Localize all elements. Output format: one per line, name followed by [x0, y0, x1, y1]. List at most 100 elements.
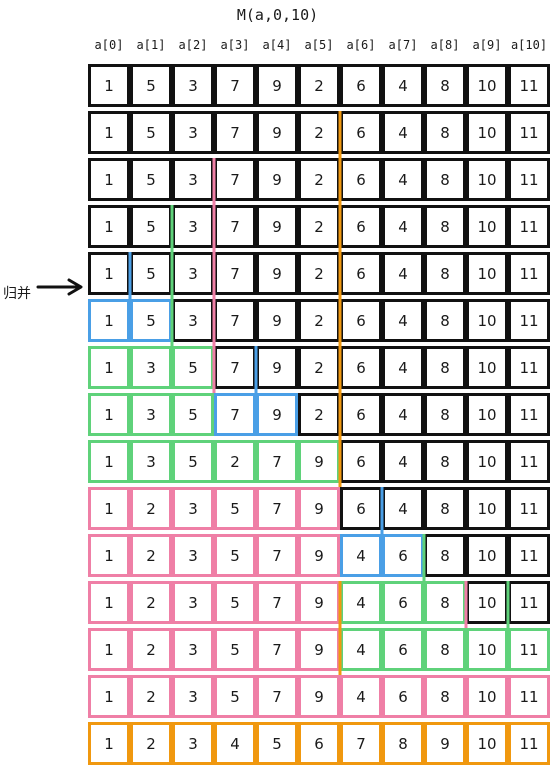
- array-cell: 7: [256, 675, 298, 718]
- array-cell: 10: [466, 534, 508, 577]
- array-cell: 8: [424, 158, 466, 201]
- array-cell: 1: [88, 64, 130, 107]
- array-cell: 11: [508, 675, 550, 718]
- array-cell: 7: [256, 581, 298, 624]
- array-cell: 2: [214, 440, 256, 483]
- array-cell: 8: [424, 346, 466, 389]
- array-cell: 8: [424, 487, 466, 530]
- array-cell: 4: [382, 64, 424, 107]
- array-cell: 1: [88, 205, 130, 248]
- array-cell: 5: [214, 581, 256, 624]
- array-cell: 6: [382, 675, 424, 718]
- right-arrow-icon: [36, 278, 83, 296]
- column-header: a[2]: [178, 38, 208, 52]
- array-cell: 9: [256, 205, 298, 248]
- column-header: a[4]: [262, 38, 292, 52]
- array-cell: 10: [466, 299, 508, 342]
- array-cell: 2: [130, 534, 172, 577]
- array-cell: 5: [214, 628, 256, 671]
- array-cell: 11: [508, 581, 550, 624]
- array-cell: 9: [424, 722, 466, 765]
- array-cell: 7: [256, 487, 298, 530]
- array-cell: 5: [130, 111, 172, 154]
- array-cell: 5: [130, 64, 172, 107]
- array-cell: 10: [466, 628, 508, 671]
- array-cell: 3: [172, 205, 214, 248]
- array-cell: 1: [88, 299, 130, 342]
- array-cell: 10: [466, 346, 508, 389]
- array-cell: 5: [172, 393, 214, 436]
- column-header: a[6]: [346, 38, 376, 52]
- array-cell: 1: [88, 487, 130, 530]
- array-cell: 10: [466, 158, 508, 201]
- array-cell: 4: [382, 205, 424, 248]
- array-cell: 8: [424, 111, 466, 154]
- array-cell: 11: [508, 722, 550, 765]
- array-cell: 6: [382, 581, 424, 624]
- array-cell: 2: [130, 722, 172, 765]
- array-cell: 8: [424, 252, 466, 295]
- array-cell: 7: [256, 534, 298, 577]
- column-header: a[8]: [430, 38, 460, 52]
- array-cell: 3: [172, 581, 214, 624]
- array-cell: 9: [256, 346, 298, 389]
- array-cell: 10: [466, 393, 508, 436]
- array-cell: 5: [214, 675, 256, 718]
- array-cell: 4: [340, 628, 382, 671]
- array-cell: 11: [508, 628, 550, 671]
- array-cell: 1: [88, 581, 130, 624]
- array-cell: 9: [256, 299, 298, 342]
- array-cell: 1: [88, 346, 130, 389]
- array-cell: 1: [88, 534, 130, 577]
- column-header: a[7]: [388, 38, 418, 52]
- array-cell: 10: [466, 440, 508, 483]
- array-cell: 8: [424, 299, 466, 342]
- array-cell: 3: [172, 675, 214, 718]
- array-cell: 2: [298, 299, 340, 342]
- array-cell: 1: [88, 111, 130, 154]
- array-cell: 6: [340, 487, 382, 530]
- array-cell: 1: [88, 675, 130, 718]
- array-cell: 10: [466, 581, 508, 624]
- array-cell: 7: [214, 299, 256, 342]
- array-cell: 6: [382, 628, 424, 671]
- array-cell: 8: [424, 675, 466, 718]
- array-cell: 5: [130, 158, 172, 201]
- array-cell: 4: [382, 252, 424, 295]
- array-cell: 10: [466, 64, 508, 107]
- array-cell: 1: [88, 158, 130, 201]
- array-cell: 5: [172, 346, 214, 389]
- array-cell: 11: [508, 346, 550, 389]
- array-cell: 4: [382, 299, 424, 342]
- array-cell: 7: [214, 158, 256, 201]
- array-cell: 2: [298, 205, 340, 248]
- array-cell: 6: [340, 111, 382, 154]
- array-cell: 4: [214, 722, 256, 765]
- array-cell: 2: [130, 675, 172, 718]
- array-cell: 2: [130, 581, 172, 624]
- array-cell: 8: [424, 393, 466, 436]
- array-cell: 4: [382, 346, 424, 389]
- array-cell: 3: [172, 534, 214, 577]
- array-cell: 7: [256, 440, 298, 483]
- array-cell: 8: [424, 64, 466, 107]
- array-cell: 3: [172, 628, 214, 671]
- array-cell: 8: [382, 722, 424, 765]
- array-cell: 6: [340, 64, 382, 107]
- array-cell: 5: [256, 722, 298, 765]
- array-cell: 3: [172, 487, 214, 530]
- array-cell: 11: [508, 64, 550, 107]
- array-cell: 5: [214, 487, 256, 530]
- array-cell: 10: [466, 252, 508, 295]
- array-cell: 3: [172, 722, 214, 765]
- array-cell: 9: [256, 158, 298, 201]
- array-cell: 5: [214, 534, 256, 577]
- array-cell: 1: [88, 628, 130, 671]
- array-cell: 3: [172, 158, 214, 201]
- array-cell: 9: [298, 675, 340, 718]
- array-cell: 11: [508, 393, 550, 436]
- merge-label: 归并: [3, 286, 31, 302]
- array-cell: 6: [340, 440, 382, 483]
- array-cell: 4: [340, 675, 382, 718]
- column-header: a[1]: [136, 38, 166, 52]
